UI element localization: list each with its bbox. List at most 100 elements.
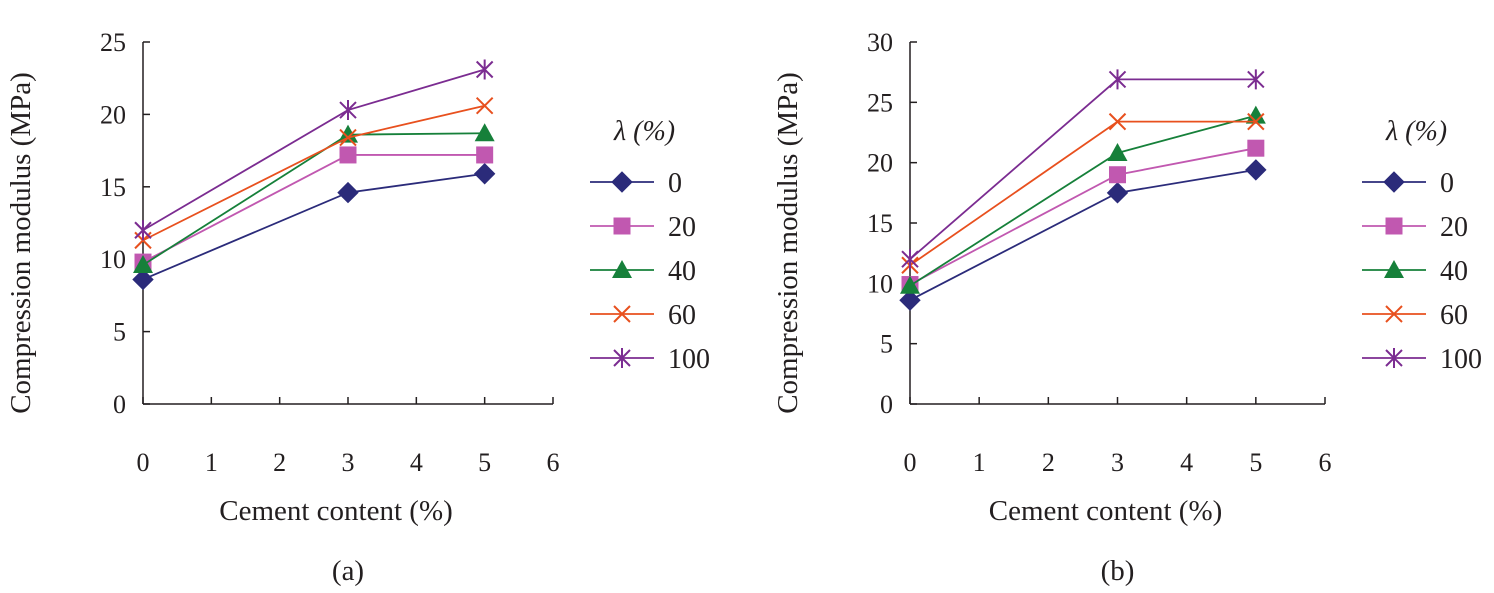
series-20 <box>134 146 494 271</box>
series-line <box>909 169 1256 302</box>
y-tick-label: 15 <box>100 173 126 202</box>
x-axis-title: Cement content (%) <box>989 495 1223 527</box>
legend-item-60: 60 <box>590 300 696 331</box>
y-tick-label: 0 <box>113 390 126 419</box>
data-point-marker <box>473 163 496 185</box>
data-point-marker <box>337 181 359 204</box>
x-tick-label: 4 <box>410 448 423 477</box>
data-point-marker <box>476 146 494 164</box>
x-tick-label: 1 <box>205 448 218 477</box>
x-tick-label: 6 <box>1319 448 1332 477</box>
legend-label: 40 <box>1440 256 1468 287</box>
legend-title: λ (%) <box>1385 116 1447 147</box>
panel-label: (b) <box>1101 555 1135 587</box>
legend-marker <box>613 305 631 323</box>
y-tick-label: 15 <box>867 209 893 238</box>
data-point-marker <box>132 268 154 291</box>
legend-item-60: 60 <box>1362 300 1468 331</box>
legend-label: 100 <box>668 344 710 375</box>
x-tick-label: 0 <box>904 448 917 477</box>
series-100 <box>901 69 1265 270</box>
legend-label: 60 <box>1440 300 1468 331</box>
x-tick-label: 6 <box>547 448 560 477</box>
data-point-marker <box>339 100 357 121</box>
y-tick-label: 0 <box>880 390 893 419</box>
series-100 <box>134 59 494 241</box>
x-tick-label: 0 <box>137 448 150 477</box>
x-tick-label: 3 <box>342 448 355 477</box>
data-point-marker <box>900 275 920 294</box>
legend-item-40: 40 <box>1362 256 1468 287</box>
y-tick-label: 25 <box>867 88 893 117</box>
legend-marker <box>1384 260 1404 278</box>
legend-marker <box>1385 348 1403 368</box>
legend-label: 20 <box>1440 212 1468 243</box>
legend-item-20: 20 <box>1362 212 1468 243</box>
legend-item-20: 20 <box>590 212 696 243</box>
data-point-marker <box>474 123 495 142</box>
y-tick-label: 10 <box>867 269 893 298</box>
x-tick-label: 3 <box>1111 448 1124 477</box>
data-point-marker <box>1109 166 1126 184</box>
data-point-marker <box>133 254 153 273</box>
legend-marker <box>1383 171 1405 193</box>
data-point-marker <box>134 220 152 241</box>
y-tick-label: 25 <box>100 28 126 57</box>
x-tick-label: 5 <box>478 448 491 477</box>
data-point-marker <box>1247 139 1265 157</box>
data-point-marker <box>1107 143 1128 162</box>
chart-panel-a: 0 5 10 15 20 25 0 1 2 3 4 5 6 Cement content (%) Compr… <box>5 28 710 587</box>
data-point-marker <box>899 289 921 311</box>
data-point-marker <box>1245 159 1267 181</box>
chart-panel-b: 0 5 10 15 20 25 30 0 1 2 3 4 5 6 Cement content (%) Com… <box>772 28 1482 587</box>
legend-marker <box>612 260 632 278</box>
legend-marker <box>613 217 631 235</box>
legend-marker <box>1385 217 1403 235</box>
legend-label: 100 <box>1440 344 1482 375</box>
series-40 <box>133 123 495 273</box>
data-point-marker <box>901 249 919 270</box>
data-point-marker <box>339 128 357 147</box>
x-tick-label: 5 <box>1249 448 1262 477</box>
data-point-marker <box>339 146 357 164</box>
legend-marker <box>613 348 631 368</box>
y-axis-title: Compression modulus (MPa) <box>5 72 37 414</box>
legend-item-100: 100 <box>1362 344 1482 375</box>
series-line <box>909 147 1257 286</box>
data-point-marker <box>1247 112 1265 131</box>
y-tick-label: 10 <box>100 245 126 274</box>
data-point-marker <box>1106 182 1129 204</box>
y-tick-label: 30 <box>867 28 893 57</box>
legend: λ (%) 0 20 40 60 100 <box>590 116 710 375</box>
y-tick-label: 5 <box>880 330 893 359</box>
x-tick-label: 4 <box>1180 448 1193 477</box>
series-line <box>909 78 1256 260</box>
series-0 <box>132 163 496 291</box>
series-line <box>142 154 485 263</box>
legend-label: 0 <box>1440 168 1454 199</box>
x-tick-label: 1 <box>973 448 986 477</box>
x-axis-title: Cement content (%) <box>219 495 453 527</box>
legend-marker <box>1385 305 1403 323</box>
legend-label: 60 <box>668 300 696 331</box>
y-axis-title: Compression modulus (MPa) <box>772 72 804 414</box>
legend-title: λ (%) <box>613 116 675 147</box>
legend-item-100: 100 <box>590 344 710 375</box>
series-line <box>142 172 485 281</box>
data-point-marker <box>1108 112 1127 131</box>
series-line <box>909 114 1257 287</box>
legend-item-0: 0 <box>1362 168 1454 199</box>
legend-label: 40 <box>668 256 696 287</box>
x-tick-label: 2 <box>1042 448 1055 477</box>
legend-item-40: 40 <box>590 256 696 287</box>
y-tick-label: 20 <box>100 100 126 129</box>
panel-label: (a) <box>332 555 364 587</box>
data-point-marker <box>475 59 494 80</box>
y-tick-label: 20 <box>867 149 893 178</box>
data-point-marker <box>1108 69 1127 90</box>
data-point-marker <box>338 124 358 143</box>
data-point-marker <box>475 97 494 115</box>
series-line <box>142 132 485 266</box>
